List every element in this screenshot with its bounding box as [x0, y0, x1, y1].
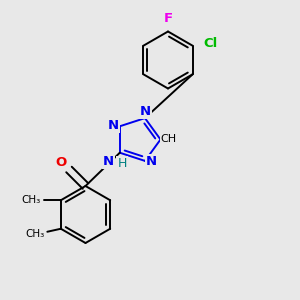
- Text: H: H: [118, 157, 127, 170]
- Text: O: O: [33, 227, 44, 240]
- Text: Cl: Cl: [203, 38, 217, 50]
- Text: N: N: [146, 155, 157, 168]
- Text: O: O: [29, 194, 40, 207]
- Text: F: F: [164, 12, 172, 26]
- Text: N: N: [103, 155, 114, 168]
- Text: CH: CH: [161, 134, 177, 145]
- Text: O: O: [55, 156, 66, 170]
- Text: N: N: [108, 119, 119, 132]
- Text: N: N: [140, 105, 151, 118]
- Text: CH₃: CH₃: [22, 195, 41, 205]
- Text: CH₃: CH₃: [26, 229, 45, 239]
